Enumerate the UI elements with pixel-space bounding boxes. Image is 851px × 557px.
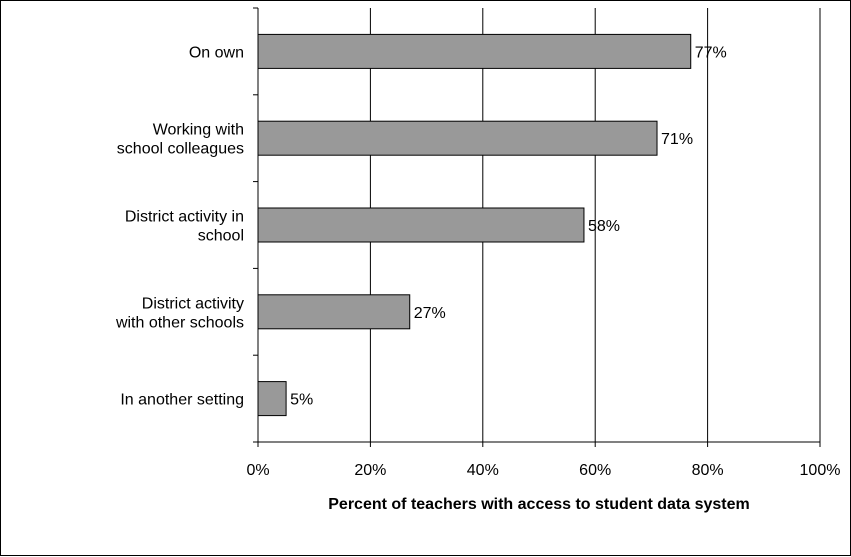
category-label: Working with school colleagues: [117, 122, 244, 158]
x-tick-label: 60%: [579, 462, 611, 479]
bars: [257, 33, 692, 417]
bar: [257, 207, 585, 243]
bar: [257, 294, 411, 330]
x-axis-title: Percent of teachers with access to stude…: [328, 496, 749, 513]
x-tick-label: 100%: [800, 462, 841, 479]
category-label: District activity with other schools: [115, 295, 244, 331]
bar: [257, 381, 287, 417]
category-label: District activity in school: [125, 209, 244, 245]
bar: [257, 33, 692, 69]
bar-value-label: 27%: [414, 305, 446, 322]
axes: [253, 7, 821, 447]
labels: 0% 20% 40% 60% 80% 100% 77% On own 71% Working wi…: [115, 44, 841, 479]
bar-value-label: 71%: [661, 131, 693, 148]
bar: [257, 120, 658, 156]
bar-value-label: 5%: [290, 392, 313, 409]
x-tick-label: 80%: [692, 462, 724, 479]
x-tick-label: 0%: [246, 462, 269, 479]
x-tick-label: 20%: [354, 462, 386, 479]
gridlines: [369, 8, 821, 442]
bar-value-label: 77%: [695, 44, 727, 61]
x-tick-label: 40%: [467, 462, 499, 479]
category-label: In another setting: [120, 392, 244, 409]
category-label: On own: [189, 44, 244, 61]
bar-value-label: 58%: [588, 218, 620, 235]
